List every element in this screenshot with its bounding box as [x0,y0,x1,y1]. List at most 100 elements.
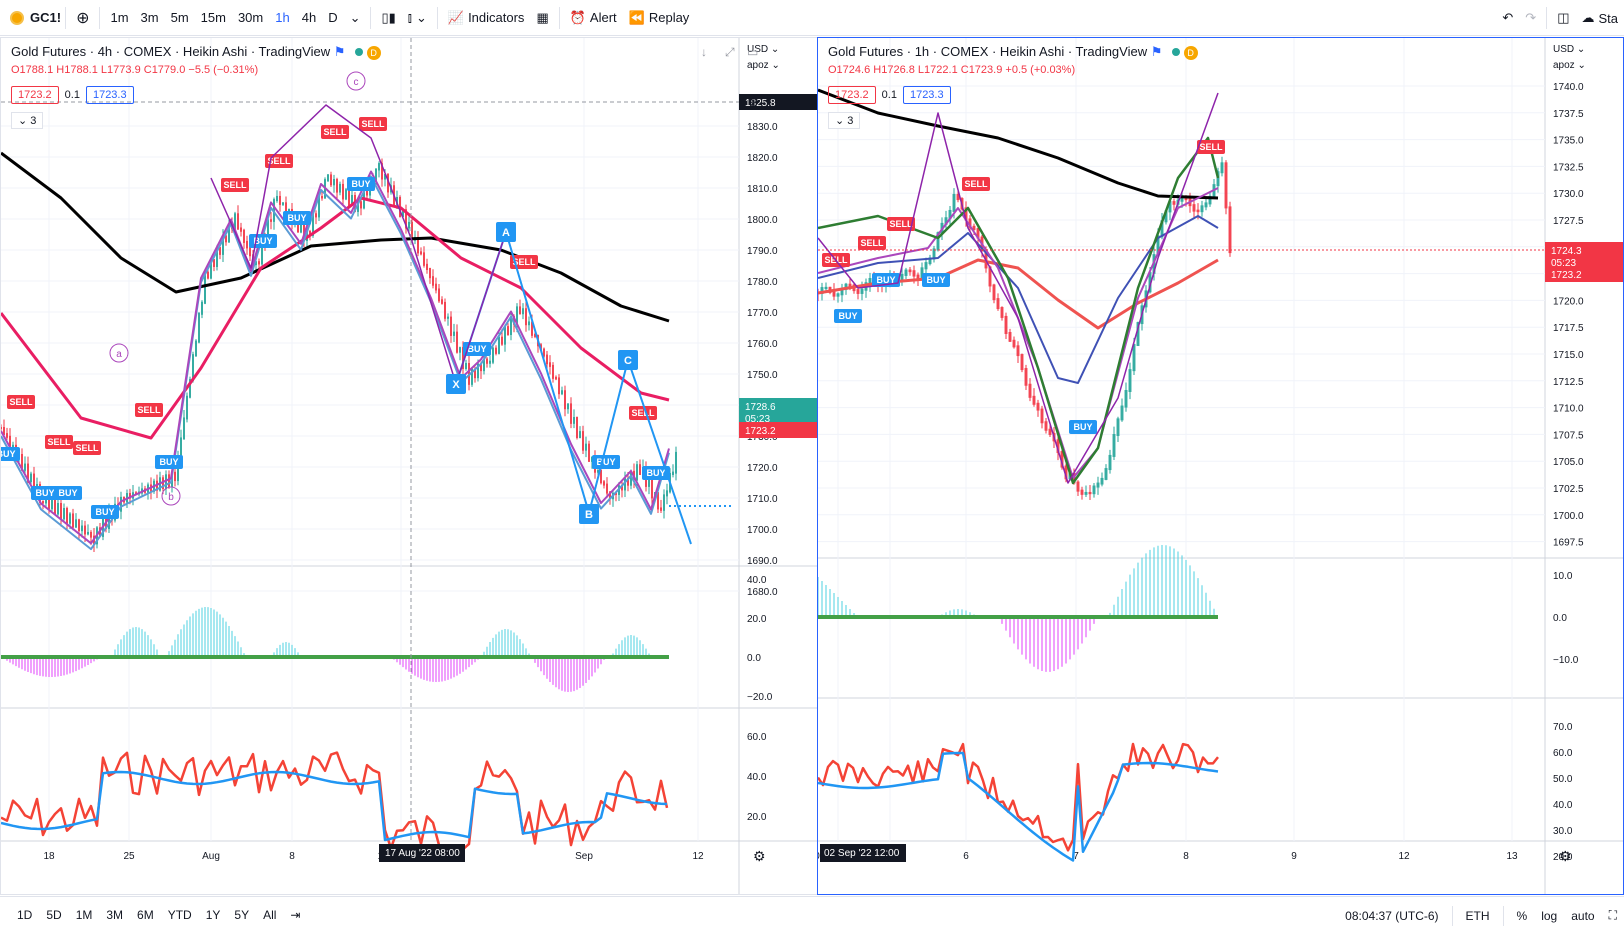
interval-5m[interactable]: 5m [170,10,189,25]
candle-body [240,227,242,232]
candle-body [948,209,952,220]
candle-body [462,347,464,369]
indicator-count: 3 [30,115,37,127]
indicators-label: Indicators [468,10,525,25]
candle-body [360,201,362,209]
ma-20-line [818,215,1219,384]
price-tick: 1717.5 [1553,323,1584,334]
interval-30m[interactable]: 30m [237,10,264,25]
redo-button[interactable]: ↷ [1519,0,1542,36]
price-tick: 1732.5 [1553,162,1584,173]
undo-button[interactable]: ↶ [1496,0,1519,36]
range-1d[interactable]: 1D [17,908,33,922]
interval-1m[interactable]: 1m [110,10,129,25]
chart-type-bars-button[interactable]: ⫾ ⌄ [402,0,433,36]
candle-body [42,501,44,504]
candle-body [1056,439,1060,454]
candle-body [318,196,320,218]
buy-signal [1069,420,1097,434]
range-5d[interactable]: 5D [46,908,62,922]
cloud-button[interactable]: ☁ Sta [1575,0,1624,36]
candle-body [660,507,662,511]
candle-body [276,195,278,202]
candle-body [78,519,80,532]
chart-type-candles-button[interactable]: ▯▮ [375,0,401,36]
wave-line [210,104,507,385]
replay-button[interactable]: ⏪ Replay [623,0,696,36]
symbol-search[interactable]: GC1! [0,10,61,25]
candle-body [213,259,215,267]
candle-body [1120,405,1124,421]
indicators-collapse-button[interactable]: ⌄ 3 [828,112,861,129]
candle-body [976,228,980,239]
osc1-tick: 0.0 [747,653,761,664]
candle-body [24,463,26,471]
templates-button[interactable]: ▦ [530,0,554,36]
status-dot [1172,48,1181,56]
candle-body [489,360,491,364]
price-tick: 1700.0 [1553,511,1584,522]
log-toggle[interactable]: log [1541,908,1558,923]
range-all[interactable]: All [263,908,277,922]
auto-toggle[interactable]: auto [1571,908,1595,923]
left-chart-pane[interactable]: Gold Futures · 4h · COMEX · Heikin Ashi … [0,37,818,895]
signal-label: BUY [596,457,615,467]
ma-50-line [818,258,1219,330]
compare-button[interactable]: ⊕ [70,0,95,36]
buy-signal [1,447,20,461]
price-tick: 1707.5 [1553,430,1584,441]
right-ohlc: O1724.6 H1726.8 L1722.1 C1723.9 +0.5 (+0… [828,64,1075,76]
signal-label: SELL [512,257,536,267]
candle-body [1036,402,1040,411]
interval-1h[interactable]: 1h [275,10,290,25]
bid-button[interactable]: 1723.2 [11,86,59,104]
interval-15m[interactable]: 15m [200,10,226,25]
interval-4h[interactable]: 4h [301,10,317,25]
interval-dropdown[interactable]: ⌄ [344,0,367,36]
range-1y[interactable]: 1Y [205,908,221,922]
ask-button[interactable]: 1723.3 [902,86,951,104]
layout-button[interactable]: ◫ [1551,0,1575,36]
left-chart-canvas[interactable]: USD ⌄apoz ⌄1830.01820.01810.01800.01790.… [1,38,818,895]
flag-icon: ⚑ [333,44,346,59]
right-chart-pane[interactable]: Gold Futures · 1h · COMEX · Heikin Ashi … [817,37,1624,895]
range-1m[interactable]: 1M [75,908,93,922]
candle-body [1104,468,1108,480]
left-chart-legend: Gold Futures · 4h · COMEX · Heikin Ashi … [11,44,381,60]
signal-label: BUY [467,344,486,354]
candle-body [381,163,383,180]
range-3m[interactable]: 3M [106,908,124,922]
candle-body [480,363,482,372]
candle-body [492,347,494,363]
price-tick: 1702.5 [1553,484,1584,495]
range-6m[interactable]: 6M [137,908,154,922]
osc1-tick: −10.0 [1553,655,1579,666]
session-button[interactable]: ETH [1465,908,1490,923]
candle-body [1100,477,1104,485]
indicators-button[interactable]: 📈 Indicators [442,0,531,36]
percent-toggle[interactable]: % [1516,908,1528,923]
date-range-button[interactable]: ⇥ [283,908,307,922]
pattern-point-label: B [585,509,593,521]
right-chart-canvas[interactable]: USD ⌄ apoz ⌄ 1740.0 1737.5 1735.0 1732.5 1730.… [818,38,1624,895]
candle-body [210,259,212,279]
candle-body [1108,454,1112,471]
interval-3m[interactable]: 3m [140,10,159,25]
interval-D[interactable]: D [328,10,338,25]
clock-label[interactable]: 08:04:37 (UTC-6) [1345,908,1439,923]
alert-button[interactable]: ⏰ Alert [564,0,623,36]
wave-label: a [116,349,122,360]
candle-body [216,247,218,267]
bid-button[interactable]: 1723.2 [828,86,876,104]
candle-body [258,261,260,265]
indicators-collapse-button[interactable]: ⌄ 3 [11,112,44,129]
candle-body [908,269,912,273]
ask-button[interactable]: 1723.3 [85,86,134,104]
candle-body [204,271,206,304]
pattern-point-label: X [452,379,460,391]
sell-signal [887,217,915,231]
osc2-tick: 60.0 [1553,748,1573,759]
fullscreen-button[interactable]: ⛶ [1602,908,1624,923]
range-5y[interactable]: 5Y [234,908,250,922]
range-ytd[interactable]: YTD [167,908,192,922]
